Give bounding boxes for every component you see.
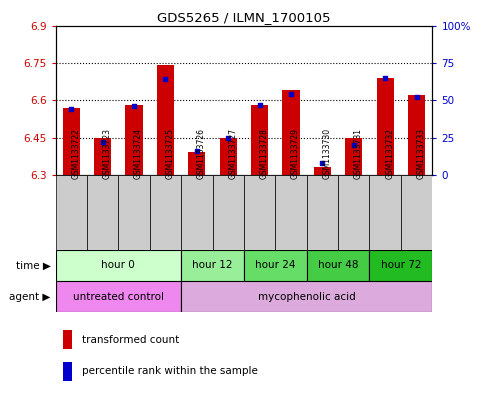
Text: hour 48: hour 48: [318, 260, 358, 270]
Text: GSM1133728: GSM1133728: [260, 128, 269, 178]
Bar: [181, 175, 213, 250]
Point: [99, 139, 107, 145]
Text: hour 12: hour 12: [192, 260, 233, 270]
Bar: [307, 250, 369, 281]
Bar: [118, 175, 150, 250]
Title: GDS5265 / ILMN_1700105: GDS5265 / ILMN_1700105: [157, 11, 331, 24]
Point: [382, 75, 389, 81]
Point: [350, 142, 357, 148]
Point: [224, 134, 232, 141]
Point: [193, 148, 201, 154]
Text: untreated control: untreated control: [73, 292, 164, 302]
Text: agent ▶: agent ▶: [9, 292, 51, 302]
Text: time ▶: time ▶: [16, 260, 51, 270]
Bar: [56, 281, 181, 312]
Bar: [408, 95, 425, 175]
Bar: [244, 250, 307, 281]
Text: GSM1133733: GSM1133733: [416, 127, 426, 178]
Bar: [220, 138, 237, 175]
Text: percentile rank within the sample: percentile rank within the sample: [82, 366, 258, 376]
Bar: [126, 105, 142, 175]
Bar: [213, 175, 244, 250]
Point: [68, 106, 75, 112]
Bar: [150, 175, 181, 250]
Bar: [63, 108, 80, 175]
Bar: [377, 78, 394, 175]
Bar: [63, 362, 72, 381]
Text: GSM1133732: GSM1133732: [385, 128, 394, 178]
Bar: [181, 281, 432, 312]
Text: GSM1133731: GSM1133731: [354, 128, 363, 178]
Text: hour 0: hour 0: [101, 260, 135, 270]
Bar: [56, 250, 181, 281]
Text: transformed count: transformed count: [82, 334, 179, 345]
Point: [412, 94, 420, 100]
Bar: [345, 138, 362, 175]
Bar: [338, 175, 369, 250]
Text: GSM1133729: GSM1133729: [291, 128, 300, 178]
Text: GSM1133724: GSM1133724: [134, 128, 143, 178]
Bar: [307, 175, 338, 250]
Text: GSM1133725: GSM1133725: [165, 128, 174, 178]
Bar: [56, 175, 87, 250]
Bar: [188, 152, 205, 175]
Point: [161, 76, 170, 83]
Bar: [314, 167, 331, 175]
Point: [130, 103, 138, 109]
Bar: [369, 250, 432, 281]
Bar: [181, 250, 244, 281]
Text: GSM1133726: GSM1133726: [197, 128, 206, 178]
Text: mycophenolic acid: mycophenolic acid: [258, 292, 355, 302]
Bar: [94, 138, 111, 175]
Point: [319, 160, 327, 166]
Bar: [244, 175, 275, 250]
Bar: [157, 65, 174, 175]
Point: [287, 91, 295, 97]
Text: GSM1133723: GSM1133723: [103, 128, 112, 178]
Text: hour 72: hour 72: [381, 260, 421, 270]
Bar: [87, 175, 118, 250]
Bar: [63, 330, 72, 349]
Point: [256, 101, 264, 108]
Text: GSM1133722: GSM1133722: [71, 128, 80, 178]
Bar: [283, 90, 299, 175]
Bar: [251, 105, 268, 175]
Text: GSM1133730: GSM1133730: [323, 127, 331, 178]
Bar: [275, 175, 307, 250]
Text: GSM1133727: GSM1133727: [228, 128, 237, 178]
Bar: [369, 175, 401, 250]
Text: hour 24: hour 24: [255, 260, 296, 270]
Bar: [401, 175, 432, 250]
